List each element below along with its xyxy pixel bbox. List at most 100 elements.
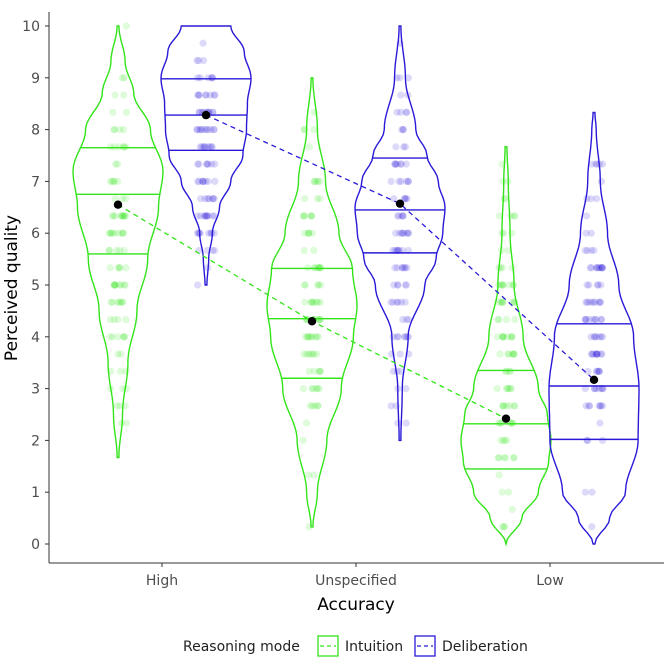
rating-point bbox=[598, 264, 607, 272]
rating-point bbox=[305, 229, 313, 237]
rating-point bbox=[398, 212, 407, 220]
rating-point bbox=[508, 333, 516, 341]
rating-point bbox=[583, 436, 591, 444]
rating-point bbox=[401, 281, 409, 289]
rating-point bbox=[585, 315, 594, 324]
rating-point bbox=[587, 333, 595, 341]
rating-point bbox=[583, 246, 591, 255]
rating-point bbox=[598, 436, 607, 444]
rating-point bbox=[308, 402, 316, 410]
rating-point bbox=[200, 212, 208, 220]
rating-point bbox=[310, 471, 318, 479]
rating-point bbox=[305, 350, 313, 358]
rating-point bbox=[582, 298, 590, 306]
rating-point bbox=[592, 264, 601, 272]
rating-point bbox=[201, 126, 209, 134]
x-axis-title: Accuracy bbox=[317, 595, 395, 615]
rating-point bbox=[121, 333, 129, 341]
rating-point bbox=[109, 177, 118, 185]
rating-point bbox=[308, 298, 316, 306]
rating-point bbox=[495, 315, 503, 324]
rating-point bbox=[311, 177, 319, 185]
rating-point bbox=[301, 333, 310, 341]
rating-point bbox=[307, 333, 316, 341]
rating-point bbox=[114, 177, 122, 185]
rating-point bbox=[202, 91, 210, 99]
rating-point bbox=[314, 177, 322, 185]
rating-point bbox=[587, 195, 595, 203]
rating-point bbox=[596, 402, 604, 410]
rating-point bbox=[398, 229, 406, 237]
rating-point bbox=[116, 126, 124, 134]
rating-point bbox=[308, 385, 316, 393]
axes: 0 1 2 3 4 5 6 7 8 9 10 High Unspecified Low bbox=[22, 12, 664, 589]
rating-point bbox=[118, 74, 126, 82]
rating-point bbox=[498, 488, 506, 496]
rating-point bbox=[122, 385, 131, 393]
rating-point bbox=[199, 177, 207, 185]
y-tick-label: 4 bbox=[31, 330, 40, 346]
y-tick-label: 10 bbox=[22, 19, 40, 35]
rating-point bbox=[398, 126, 406, 134]
rating-point bbox=[210, 212, 218, 220]
rating-point bbox=[503, 436, 511, 444]
rating-point bbox=[593, 367, 601, 375]
rating-point bbox=[589, 298, 598, 306]
rating-point bbox=[116, 367, 125, 375]
rating-point bbox=[507, 385, 515, 393]
rating-point bbox=[311, 402, 319, 410]
rating-point bbox=[389, 367, 397, 375]
rating-point bbox=[511, 315, 519, 324]
rating-point bbox=[399, 212, 407, 220]
rating-point bbox=[108, 177, 116, 185]
rating-point bbox=[120, 143, 128, 151]
rating-point bbox=[119, 229, 128, 237]
rating-point bbox=[208, 246, 217, 255]
rating-point bbox=[394, 298, 402, 306]
rating-point bbox=[118, 195, 127, 203]
rating-point bbox=[397, 91, 405, 99]
rating-point bbox=[504, 488, 513, 496]
rating-point bbox=[193, 126, 201, 134]
rating-point bbox=[395, 177, 403, 185]
rating-point bbox=[502, 315, 511, 324]
rating-point bbox=[316, 367, 324, 375]
rating-point bbox=[493, 333, 501, 341]
rating-point bbox=[122, 108, 131, 116]
rating-point bbox=[597, 315, 605, 324]
rating-point bbox=[389, 298, 397, 306]
rating-point bbox=[498, 264, 507, 272]
rating-point bbox=[304, 229, 313, 237]
rating-point bbox=[404, 177, 413, 185]
rating-point bbox=[120, 281, 128, 289]
rating-point bbox=[400, 264, 408, 272]
rating-point bbox=[309, 385, 317, 393]
rating-point bbox=[205, 229, 213, 237]
rating-point bbox=[592, 350, 601, 358]
rating-point bbox=[595, 264, 603, 272]
legend-label-deliberation: Deliberation bbox=[442, 639, 528, 655]
y-tick-label: 5 bbox=[31, 278, 40, 294]
rating-point bbox=[402, 108, 410, 116]
rating-point bbox=[583, 436, 591, 444]
rating-point bbox=[398, 264, 406, 272]
rating-point bbox=[592, 350, 601, 358]
rating-point bbox=[110, 126, 118, 134]
rating-point bbox=[590, 385, 599, 393]
rating-point bbox=[111, 281, 119, 289]
rating-point bbox=[500, 523, 509, 531]
rating-point bbox=[209, 108, 217, 116]
mean-point bbox=[589, 375, 599, 384]
rating-point bbox=[111, 212, 119, 220]
rating-point bbox=[387, 177, 395, 185]
rating-point bbox=[509, 350, 517, 358]
rating-point bbox=[105, 246, 113, 255]
rating-point bbox=[394, 419, 402, 427]
rating-point bbox=[392, 160, 400, 168]
rating-point bbox=[392, 229, 400, 237]
rating-point bbox=[500, 195, 509, 203]
rating-point bbox=[505, 367, 514, 375]
rating-point bbox=[595, 367, 604, 375]
rating-point bbox=[503, 402, 511, 410]
rating-point bbox=[119, 333, 128, 341]
